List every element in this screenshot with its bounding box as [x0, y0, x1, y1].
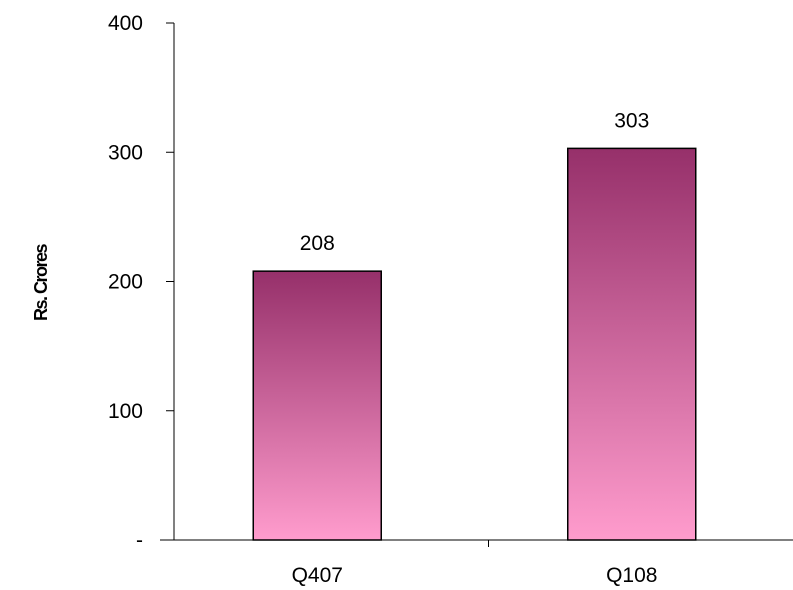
y-tick-label: -: [136, 529, 143, 552]
y-tick-label: 100: [108, 400, 143, 423]
data-label: 208: [300, 232, 335, 255]
y-axis-title: Rs. Crores: [31, 243, 51, 321]
y-tick-label: 300: [108, 141, 143, 164]
data-label: 303: [614, 109, 649, 132]
x-tick-label: Q407: [292, 564, 343, 587]
y-tick-label: 200: [108, 271, 143, 294]
labels: 208 Q407 303 Q108: [292, 109, 658, 587]
y-tick-label: 400: [108, 12, 143, 35]
x-tick-label: Q108: [606, 564, 657, 587]
axes: - 100 200 300 400: [108, 12, 793, 552]
bar: [567, 147, 697, 541]
bar: [252, 270, 382, 541]
bars: [252, 147, 697, 541]
